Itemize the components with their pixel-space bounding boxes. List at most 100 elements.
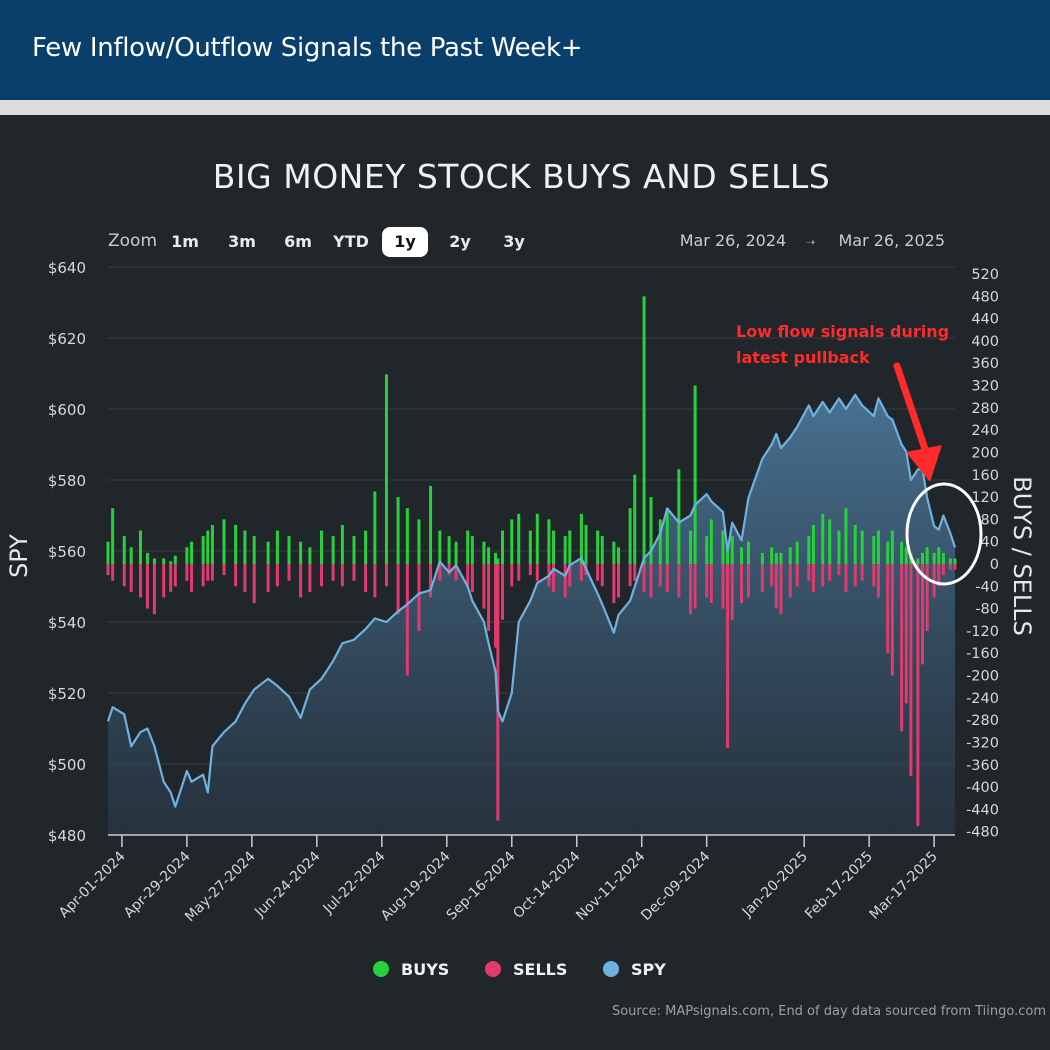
sell-bar: [222, 564, 226, 576]
x-tick-label: Aug-19-2024: [378, 848, 454, 924]
sell-bar: [709, 564, 713, 604]
buy-bar: [373, 491, 377, 564]
sell-bar: [916, 564, 920, 827]
buy-bar: [932, 552, 936, 564]
sell-bar: [730, 564, 734, 620]
right-tick-label: -320: [966, 735, 999, 751]
zoom-button-6m[interactable]: 6m: [284, 232, 312, 251]
sell-bar: [552, 564, 556, 592]
spy-line: [106, 393, 957, 808]
buy-bar: [665, 508, 669, 564]
legend-label: SELLS: [513, 960, 568, 979]
left-tick-label: $640: [48, 259, 86, 277]
buy-bar: [470, 536, 474, 564]
zoom-button-1m[interactable]: 1m: [171, 232, 199, 251]
sell-bar: [535, 564, 539, 581]
buy-bar: [319, 530, 323, 564]
legend-label: BUYS: [401, 960, 450, 979]
buy-bar: [547, 519, 551, 564]
sell-bar: [487, 564, 491, 631]
buy-bar: [152, 558, 156, 564]
zoom-button-1y[interactable]: 1y: [382, 227, 428, 257]
date-range: Mar 26, 2024 ➝ Mar 26, 2025: [676, 231, 945, 250]
right-tick-label: 400: [971, 334, 999, 350]
buy-bar: [185, 547, 189, 564]
buy-bar: [770, 547, 774, 564]
sell-bar: [642, 564, 646, 592]
date-range-to[interactable]: Mar 26, 2025: [838, 231, 945, 250]
buy-bar: [563, 536, 567, 564]
sell-bar: [319, 564, 323, 587]
sell-bar: [470, 564, 474, 592]
highlight-circle: [905, 482, 983, 586]
buy-bar: [528, 530, 532, 564]
buy-bar: [190, 541, 194, 564]
buy-bar: [941, 552, 945, 564]
left-axis-title: SPY: [5, 534, 33, 578]
sell-bar: [900, 564, 904, 732]
buy-bar: [811, 524, 815, 564]
header-banner: Few Inflow/Outflow Signals the Past Week…: [0, 0, 1050, 100]
sell-bar: [628, 564, 632, 587]
sell-bar: [568, 564, 572, 587]
buy-bar: [145, 552, 149, 564]
buy-bar: [266, 541, 270, 564]
left-tick-label: $480: [48, 827, 86, 845]
source-note: Source: MAPsignals.com, End of day data …: [611, 1004, 1046, 1019]
sell-bar: [169, 564, 173, 592]
buy-bar: [122, 536, 126, 564]
buy-bar: [111, 508, 115, 564]
sell-bar: [106, 564, 110, 576]
sell-bar: [331, 564, 335, 581]
right-tick-label: 200: [971, 445, 999, 461]
right-tick-label: 320: [971, 379, 999, 395]
zoom-button-3y[interactable]: 3y: [503, 232, 525, 251]
sell-bar: [162, 564, 166, 598]
right-tick-label: 440: [971, 312, 999, 328]
right-tick-label: 520: [971, 267, 999, 283]
spy-area: [108, 394, 955, 835]
sell-bar: [872, 564, 876, 587]
sell-bar: [921, 564, 925, 665]
buy-bar: [568, 530, 572, 564]
buy-bar: [730, 536, 734, 564]
sell-bar: [925, 564, 929, 631]
right-tick-label: -200: [966, 669, 999, 685]
left-tick-label: $580: [48, 472, 86, 490]
buy-bar: [709, 519, 713, 564]
sell-bar: [364, 564, 368, 592]
buy-bar: [162, 558, 166, 564]
sell-bar: [579, 564, 583, 581]
right-tick-label: -80: [975, 602, 999, 618]
sell-bar: [145, 564, 149, 609]
buy-bar: [721, 530, 725, 564]
sell-bar: [770, 564, 774, 587]
zoom-button-3m[interactable]: 3m: [228, 232, 256, 251]
sell-bar: [948, 564, 952, 570]
buy-bar: [331, 536, 335, 564]
right-tick-label: -400: [966, 780, 999, 796]
zoom-button-ytd[interactable]: YTD: [333, 232, 369, 251]
right-tick-label: -360: [966, 758, 999, 774]
buy-bar: [886, 541, 890, 564]
sell-bar: [688, 564, 692, 615]
sell-bar: [909, 564, 913, 776]
left-tick-label: $520: [48, 685, 86, 703]
sell-bar: [837, 564, 841, 576]
sell-bar: [721, 564, 725, 609]
sell-bar: [190, 564, 194, 592]
sell-bar: [517, 564, 521, 581]
sell-bar: [774, 564, 778, 609]
right-tick-label: -240: [966, 691, 999, 707]
buy-bar: [496, 558, 500, 564]
x-tick-label: Apr-01-2024: [56, 848, 129, 921]
zoom-button-2y[interactable]: 2y: [449, 232, 471, 251]
sell-bar: [890, 564, 894, 676]
buy-bar: [688, 530, 692, 564]
sell-bar: [633, 564, 637, 581]
sell-bar: [201, 564, 205, 587]
buy-bar: [234, 524, 238, 564]
legend-dot-icon: [485, 961, 501, 977]
date-range-from[interactable]: Mar 26, 2024: [679, 231, 787, 250]
sell-bar: [821, 564, 825, 587]
